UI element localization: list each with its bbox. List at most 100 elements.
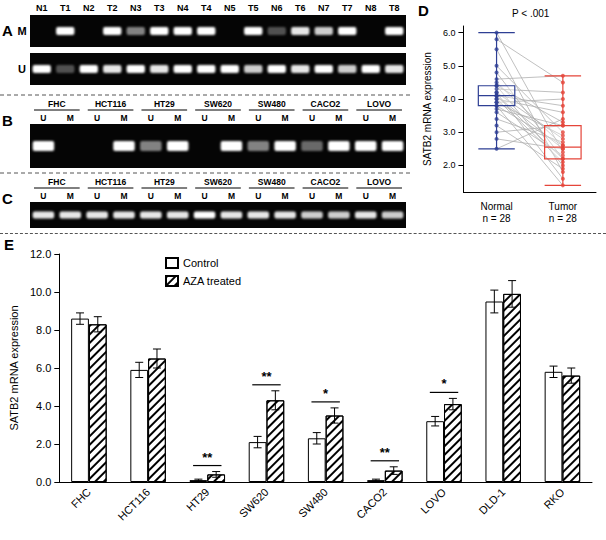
svg-text:HCT116: HCT116 bbox=[95, 177, 126, 187]
svg-text:M: M bbox=[120, 191, 127, 201]
svg-text:RKO: RKO bbox=[541, 485, 567, 511]
svg-text:M: M bbox=[67, 191, 74, 201]
svg-text:LOVO: LOVO bbox=[367, 99, 391, 109]
svg-text:HT29: HT29 bbox=[154, 177, 175, 187]
svg-text:N7: N7 bbox=[318, 3, 330, 13]
svg-text:CACO2: CACO2 bbox=[311, 177, 341, 187]
svg-text:N4: N4 bbox=[177, 3, 189, 13]
svg-text:AZA treated: AZA treated bbox=[183, 275, 241, 287]
svg-text:LOVO: LOVO bbox=[418, 485, 448, 515]
svg-text:4.0: 4.0 bbox=[36, 400, 51, 412]
svg-text:2.0: 2.0 bbox=[443, 160, 456, 170]
svg-text:M: M bbox=[174, 113, 181, 123]
svg-text:SW480: SW480 bbox=[258, 177, 286, 187]
svg-text:T3: T3 bbox=[154, 3, 165, 13]
svg-text:n = 28: n = 28 bbox=[549, 213, 578, 224]
svg-text:U: U bbox=[202, 191, 208, 201]
svg-text:M: M bbox=[282, 191, 289, 201]
svg-text:M: M bbox=[282, 113, 289, 123]
svg-text:N5: N5 bbox=[224, 3, 236, 13]
svg-text:T4: T4 bbox=[201, 3, 212, 13]
svg-text:SATB2 mRNA expression: SATB2 mRNA expression bbox=[422, 52, 433, 166]
svg-text:SW620: SW620 bbox=[237, 486, 271, 520]
svg-text:FHC: FHC bbox=[69, 486, 93, 510]
html-text:D: D bbox=[418, 2, 429, 19]
svg-text:N6: N6 bbox=[271, 3, 283, 13]
svg-text:4.0: 4.0 bbox=[443, 94, 456, 104]
svg-text:*: * bbox=[323, 386, 329, 401]
svg-text:FHC: FHC bbox=[48, 99, 65, 109]
svg-text:HT29: HT29 bbox=[154, 99, 175, 109]
svg-text:SATB2 mRNA expression: SATB2 mRNA expression bbox=[8, 305, 20, 430]
svg-text:0.0: 0.0 bbox=[36, 476, 51, 488]
svg-text:FHC: FHC bbox=[48, 177, 65, 187]
svg-text:CACO2: CACO2 bbox=[354, 486, 389, 521]
svg-text:SW480: SW480 bbox=[296, 486, 330, 520]
svg-text:DLD-1: DLD-1 bbox=[477, 486, 508, 517]
svg-text:M: M bbox=[228, 191, 235, 201]
svg-text:SW480: SW480 bbox=[258, 99, 286, 109]
svg-text:U: U bbox=[202, 113, 208, 123]
svg-text:M: M bbox=[389, 113, 396, 123]
svg-text:6.0: 6.0 bbox=[36, 362, 51, 374]
svg-text:U: U bbox=[94, 113, 100, 123]
svg-text:10.0: 10.0 bbox=[30, 286, 51, 298]
svg-text:U: U bbox=[18, 63, 26, 75]
html-text:A: A bbox=[2, 22, 13, 39]
html-text:C: C bbox=[2, 190, 13, 207]
svg-text:M: M bbox=[120, 113, 127, 123]
svg-text:n = 28: n = 28 bbox=[483, 213, 512, 224]
svg-text:U: U bbox=[363, 191, 369, 201]
svg-text:Control: Control bbox=[183, 257, 218, 269]
svg-text:5.0: 5.0 bbox=[443, 61, 456, 71]
svg-text:U: U bbox=[309, 191, 315, 201]
svg-text:SW620: SW620 bbox=[204, 99, 232, 109]
svg-text:6.0: 6.0 bbox=[443, 28, 456, 38]
svg-text:M: M bbox=[174, 191, 181, 201]
svg-text:3.0: 3.0 bbox=[443, 127, 456, 137]
svg-text:M: M bbox=[67, 113, 74, 123]
svg-text:*: * bbox=[441, 376, 447, 391]
svg-text:HT29: HT29 bbox=[184, 486, 211, 513]
svg-text:**: ** bbox=[202, 450, 213, 465]
svg-text:2.0: 2.0 bbox=[36, 438, 51, 450]
svg-text:N3: N3 bbox=[130, 3, 142, 13]
svg-text:CACO2: CACO2 bbox=[311, 99, 341, 109]
svg-text:M: M bbox=[389, 191, 396, 201]
svg-text:**: ** bbox=[380, 445, 391, 460]
svg-text:U: U bbox=[309, 113, 315, 123]
svg-text:Normal: Normal bbox=[480, 201, 512, 212]
svg-text:P < .001: P < .001 bbox=[512, 8, 550, 19]
html-text:E: E bbox=[4, 236, 14, 253]
svg-text:N1: N1 bbox=[36, 3, 48, 13]
svg-text:**: ** bbox=[261, 369, 272, 384]
html-text:B: B bbox=[2, 112, 13, 129]
svg-text:T7: T7 bbox=[342, 3, 353, 13]
svg-text:T1: T1 bbox=[60, 3, 71, 13]
svg-text:8.0: 8.0 bbox=[36, 324, 51, 336]
svg-text:M: M bbox=[17, 25, 26, 37]
svg-text:SW620: SW620 bbox=[204, 177, 232, 187]
svg-text:U: U bbox=[148, 191, 154, 201]
svg-text:U: U bbox=[255, 191, 261, 201]
svg-text:HCT116: HCT116 bbox=[115, 486, 152, 523]
svg-text:M: M bbox=[228, 113, 235, 123]
svg-text:U: U bbox=[148, 113, 154, 123]
svg-text:N2: N2 bbox=[83, 3, 95, 13]
svg-text:LOVO: LOVO bbox=[367, 177, 391, 187]
svg-text:T8: T8 bbox=[389, 3, 400, 13]
svg-text:U: U bbox=[94, 191, 100, 201]
svg-text:12.0: 12.0 bbox=[30, 248, 51, 260]
svg-text:M: M bbox=[335, 113, 342, 123]
svg-text:U: U bbox=[363, 113, 369, 123]
svg-text:T5: T5 bbox=[248, 3, 259, 13]
svg-text:HCT116: HCT116 bbox=[95, 99, 126, 109]
svg-text:U: U bbox=[40, 113, 46, 123]
svg-text:N8: N8 bbox=[365, 3, 377, 13]
svg-text:U: U bbox=[255, 113, 261, 123]
svg-text:T6: T6 bbox=[295, 3, 306, 13]
svg-text:Tumor: Tumor bbox=[549, 201, 578, 212]
svg-text:M: M bbox=[335, 191, 342, 201]
svg-text:T2: T2 bbox=[107, 3, 118, 13]
svg-text:U: U bbox=[40, 191, 46, 201]
